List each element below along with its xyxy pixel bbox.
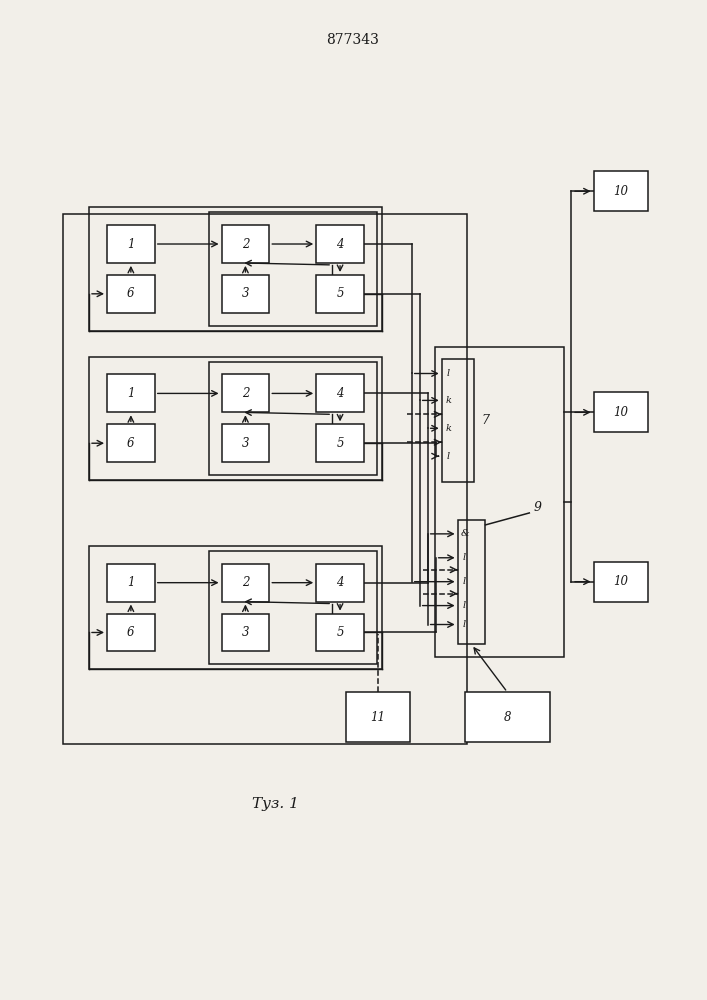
Bar: [107, 614, 155, 651]
Text: l: l: [463, 620, 466, 629]
Bar: [63, 214, 467, 744]
Text: 4: 4: [337, 238, 344, 251]
Bar: [442, 359, 474, 482]
Text: 2: 2: [242, 387, 249, 400]
Bar: [89, 207, 382, 331]
Bar: [594, 171, 648, 211]
Bar: [89, 546, 382, 669]
Text: 8: 8: [503, 711, 511, 724]
Bar: [457, 520, 486, 644]
Bar: [107, 374, 155, 412]
Text: l: l: [463, 553, 466, 562]
Text: k: k: [445, 396, 452, 405]
Text: 4: 4: [337, 576, 344, 589]
Text: 9: 9: [533, 501, 542, 514]
Text: 3: 3: [242, 626, 249, 639]
Bar: [107, 225, 155, 263]
Bar: [316, 275, 364, 313]
Text: 1: 1: [127, 576, 134, 589]
Text: 2: 2: [242, 238, 249, 251]
Bar: [209, 212, 377, 326]
Text: 3: 3: [242, 437, 249, 450]
Bar: [465, 692, 550, 742]
Bar: [107, 275, 155, 313]
Bar: [316, 564, 364, 602]
Text: l: l: [463, 577, 466, 586]
Text: 7: 7: [481, 414, 489, 427]
Bar: [346, 692, 410, 742]
Bar: [221, 374, 269, 412]
Bar: [316, 225, 364, 263]
Text: l: l: [463, 601, 466, 610]
Text: l: l: [447, 452, 450, 461]
Text: 10: 10: [614, 406, 629, 419]
Bar: [107, 424, 155, 462]
Text: l: l: [447, 369, 450, 378]
Bar: [221, 424, 269, 462]
Text: 10: 10: [614, 575, 629, 588]
Bar: [209, 362, 377, 475]
Text: 2: 2: [242, 576, 249, 589]
Bar: [594, 392, 648, 432]
Bar: [89, 357, 382, 480]
Bar: [316, 614, 364, 651]
Bar: [221, 564, 269, 602]
Text: 5: 5: [337, 626, 344, 639]
Text: 1: 1: [127, 238, 134, 251]
Bar: [594, 562, 648, 602]
Text: 6: 6: [127, 437, 134, 450]
Text: 10: 10: [614, 185, 629, 198]
Text: 5: 5: [337, 437, 344, 450]
Text: 5: 5: [337, 287, 344, 300]
Text: 6: 6: [127, 287, 134, 300]
Bar: [209, 551, 377, 664]
Text: k: k: [445, 424, 452, 433]
Bar: [316, 424, 364, 462]
Text: 4: 4: [337, 387, 344, 400]
Bar: [221, 275, 269, 313]
Text: 1: 1: [127, 387, 134, 400]
Text: 877343: 877343: [327, 33, 380, 47]
Text: 11: 11: [370, 711, 385, 724]
Text: Τуз. 1: Τуз. 1: [252, 797, 299, 811]
Text: &: &: [460, 529, 469, 538]
Bar: [107, 564, 155, 602]
Bar: [435, 347, 564, 657]
Bar: [221, 614, 269, 651]
Bar: [316, 374, 364, 412]
Text: 6: 6: [127, 626, 134, 639]
Bar: [221, 225, 269, 263]
Text: 3: 3: [242, 287, 249, 300]
